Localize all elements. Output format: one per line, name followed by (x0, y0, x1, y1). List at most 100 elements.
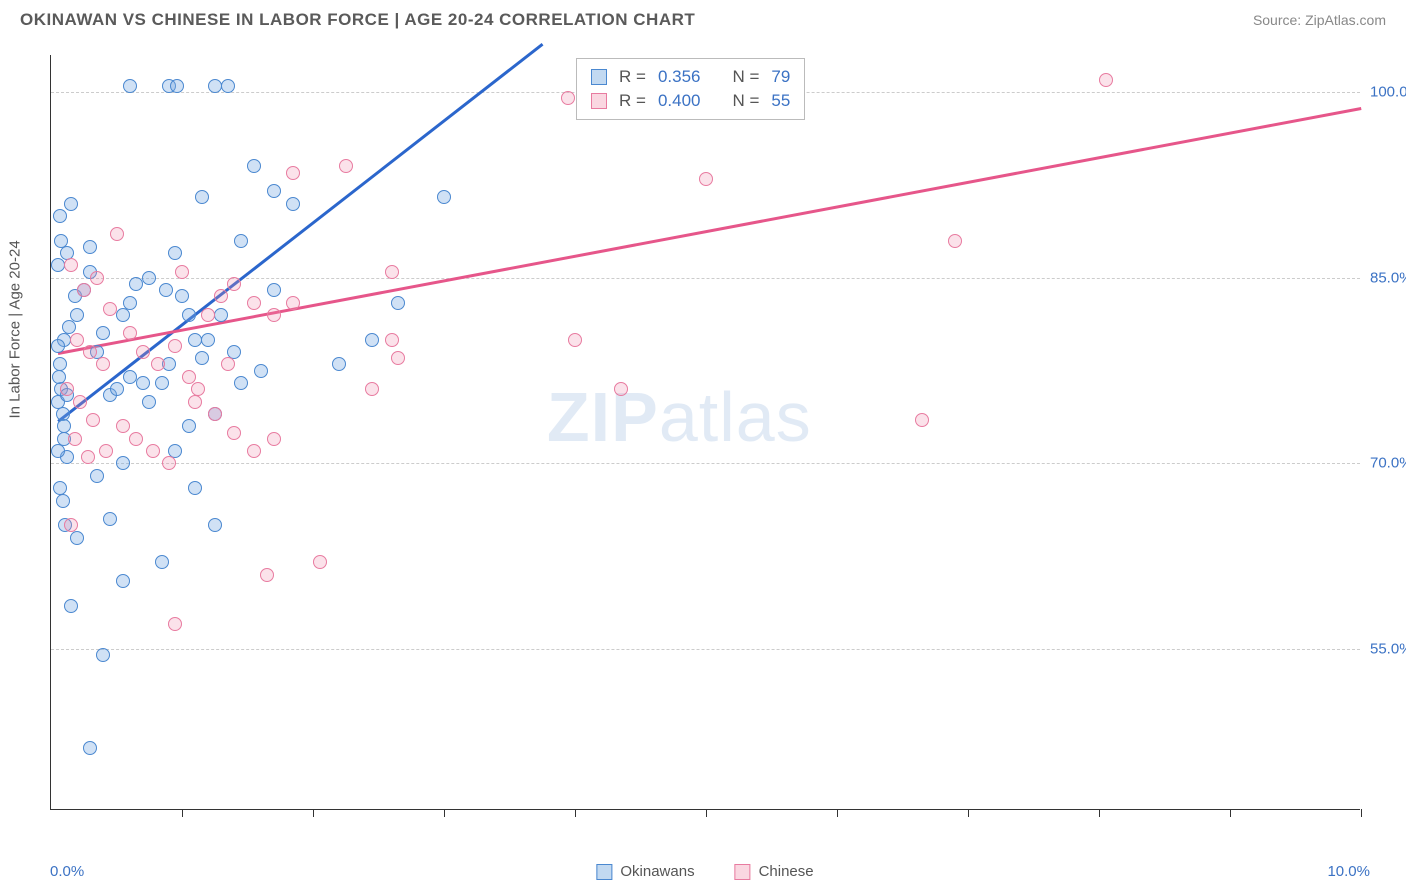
data-point (64, 258, 78, 272)
data-point (385, 333, 399, 347)
data-point (136, 376, 150, 390)
trendline-okinawans (57, 43, 543, 422)
data-point (332, 357, 346, 371)
data-point (313, 555, 327, 569)
data-point (155, 376, 169, 390)
correlation-legend: R = 0.356 N = 79 R = 0.400 N = 55 (576, 58, 805, 120)
data-point (267, 283, 281, 297)
data-point (221, 79, 235, 93)
watermark-zip: ZIP (547, 378, 659, 456)
legend-label-chinese: Chinese (759, 863, 814, 880)
data-point (99, 444, 113, 458)
data-point (56, 494, 70, 508)
data-point (234, 376, 248, 390)
data-point (286, 197, 300, 211)
data-point (129, 277, 143, 291)
data-point (68, 432, 82, 446)
x-tick (968, 809, 969, 817)
data-point (227, 426, 241, 440)
y-axis-title: In Labor Force | Age 20-24 (7, 240, 24, 418)
legend-row-okinawans: R = 0.356 N = 79 (591, 65, 790, 89)
data-point (915, 413, 929, 427)
data-point (214, 308, 228, 322)
data-point (142, 395, 156, 409)
source-label: Source: (1253, 12, 1305, 28)
data-point (221, 357, 235, 371)
y-tick-label: 70.0% (1370, 455, 1406, 472)
x-tick (182, 809, 183, 817)
legend-item-chinese: Chinese (735, 863, 814, 880)
swatch-okinawans-icon (591, 69, 607, 85)
legend-n-label: N = (732, 67, 759, 87)
trendline-chinese (57, 107, 1361, 355)
data-point (159, 283, 173, 297)
data-point (51, 339, 65, 353)
data-point (86, 413, 100, 427)
data-point (96, 357, 110, 371)
gridline (51, 649, 1360, 650)
data-point (286, 166, 300, 180)
data-point (83, 741, 97, 755)
data-point (60, 382, 74, 396)
source-attribution: Source: ZipAtlas.com (1253, 12, 1386, 28)
data-point (188, 395, 202, 409)
swatch-okinawans-icon (596, 864, 612, 880)
data-point (51, 444, 65, 458)
data-point (201, 333, 215, 347)
chart-container: In Labor Force | Age 20-24 ZIPatlas R = … (20, 40, 1390, 880)
data-point (83, 345, 97, 359)
x-tick (706, 809, 707, 817)
data-point (116, 574, 130, 588)
gridline (51, 463, 1360, 464)
data-point (155, 555, 169, 569)
data-point (129, 432, 143, 446)
data-point (123, 79, 137, 93)
data-point (168, 246, 182, 260)
legend-row-chinese: R = 0.400 N = 55 (591, 89, 790, 113)
x-tick (1230, 809, 1231, 817)
data-point (247, 444, 261, 458)
data-point (561, 91, 575, 105)
data-point (73, 395, 87, 409)
data-point (208, 407, 222, 421)
legend-r-value-chinese: 0.400 (658, 91, 701, 111)
legend-n-label: N = (732, 91, 759, 111)
data-point (116, 456, 130, 470)
data-point (260, 568, 274, 582)
data-point (948, 234, 962, 248)
data-point (365, 333, 379, 347)
data-point (64, 518, 78, 532)
swatch-chinese-icon (735, 864, 751, 880)
data-point (188, 481, 202, 495)
data-point (151, 357, 165, 371)
data-point (195, 351, 209, 365)
data-point (162, 456, 176, 470)
chart-title: OKINAWAN VS CHINESE IN LABOR FORCE | AGE… (20, 10, 695, 30)
data-point (110, 382, 124, 396)
data-point (77, 283, 91, 297)
series-legend: Okinawans Chinese (596, 863, 813, 880)
swatch-chinese-icon (591, 93, 607, 109)
x-tick (444, 809, 445, 817)
data-point (286, 296, 300, 310)
data-point (168, 617, 182, 631)
data-point (175, 289, 189, 303)
x-tick (313, 809, 314, 817)
x-tick (1099, 809, 1100, 817)
data-point (90, 469, 104, 483)
gridline (51, 278, 1360, 279)
data-point (96, 648, 110, 662)
data-point (70, 531, 84, 545)
x-tick (575, 809, 576, 817)
data-point (136, 345, 150, 359)
legend-n-value-chinese: 55 (771, 91, 790, 111)
data-point (64, 599, 78, 613)
data-point (116, 308, 130, 322)
data-point (365, 382, 379, 396)
legend-n-value-okinawans: 79 (771, 67, 790, 87)
data-point (227, 277, 241, 291)
data-point (1099, 73, 1113, 87)
data-point (182, 419, 196, 433)
source-link[interactable]: ZipAtlas.com (1305, 12, 1386, 28)
legend-item-okinawans: Okinawans (596, 863, 694, 880)
